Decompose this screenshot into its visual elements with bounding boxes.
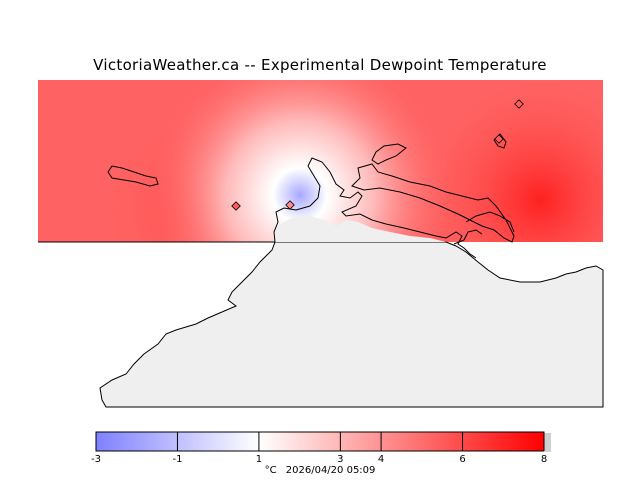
station-marker bbox=[285, 200, 295, 210]
map-title: VictoriaWeather.ca -- Experimental Dewpo… bbox=[93, 56, 547, 74]
stations bbox=[231, 99, 524, 211]
station-marker bbox=[494, 134, 504, 144]
color-legend bbox=[95, 431, 551, 452]
coastlines bbox=[107, 133, 515, 259]
legend-ticks bbox=[95, 432, 545, 451]
legend-caption: °C 2026/04/20 05:09 bbox=[0, 465, 640, 476]
legend-unit: °C bbox=[264, 465, 277, 476]
dewpoint-field bbox=[38, 80, 603, 242]
legend-tick-label: 6 bbox=[459, 454, 466, 465]
southern-peninsula bbox=[274, 216, 446, 242]
legend-tick-label: 1 bbox=[255, 454, 263, 465]
legend-tick-label: -1 bbox=[172, 454, 183, 465]
legend-tick-label: -3 bbox=[91, 454, 101, 465]
legend-tick-label: 4 bbox=[377, 454, 385, 465]
legend-tick-label: 3 bbox=[337, 454, 344, 465]
station-marker bbox=[514, 99, 524, 109]
legend-tick-label: 8 bbox=[540, 454, 548, 465]
station-marker bbox=[231, 201, 241, 211]
legend-timestamp: 2026/04/20 05:09 bbox=[285, 465, 376, 476]
land-mass bbox=[38, 241, 604, 408]
